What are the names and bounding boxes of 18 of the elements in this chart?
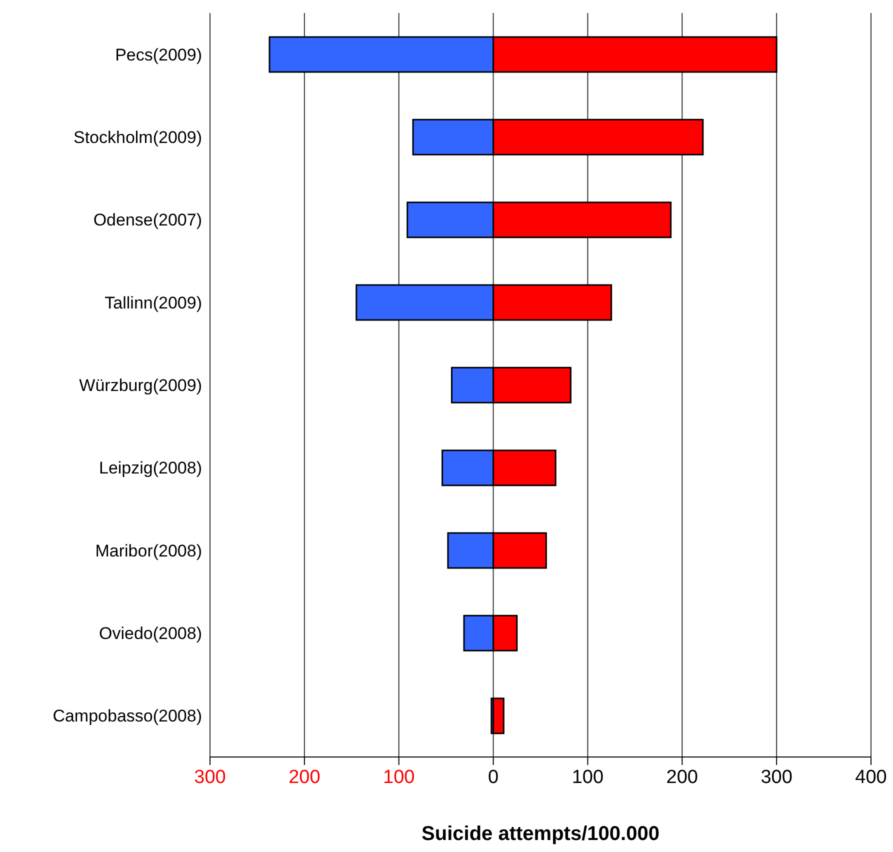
x-tick-label: 100 [383,767,415,788]
y-tick-label: Pecs(2009) [115,45,202,64]
y-tick-label: Stockholm(2009) [73,128,202,148]
y-tick-label: Leipzig(2008) [98,458,202,478]
x-tick-label: 200 [288,767,320,788]
y-tick-label: Maribor(2008) [95,541,202,560]
y-tick-label: Tallinn(2009) [104,293,202,312]
x-tick-label: 0 [488,767,499,788]
y-tick-label: Würzburg(2009) [79,376,202,396]
y-tick-label: Campobasso(2008) [52,706,202,726]
x-tick-label: 300 [194,767,226,788]
x-tick-label: 200 [666,767,698,788]
x-axis-title: Suicide attempts/100.000 [422,823,660,845]
x-tick-label: 300 [760,767,792,788]
x-tick-label: 100 [572,767,604,788]
y-tick-label: Oviedo(2008) [98,624,202,644]
x-tick-label: 400 [855,767,887,788]
y-tick-label: Odense(2007) [93,210,202,230]
